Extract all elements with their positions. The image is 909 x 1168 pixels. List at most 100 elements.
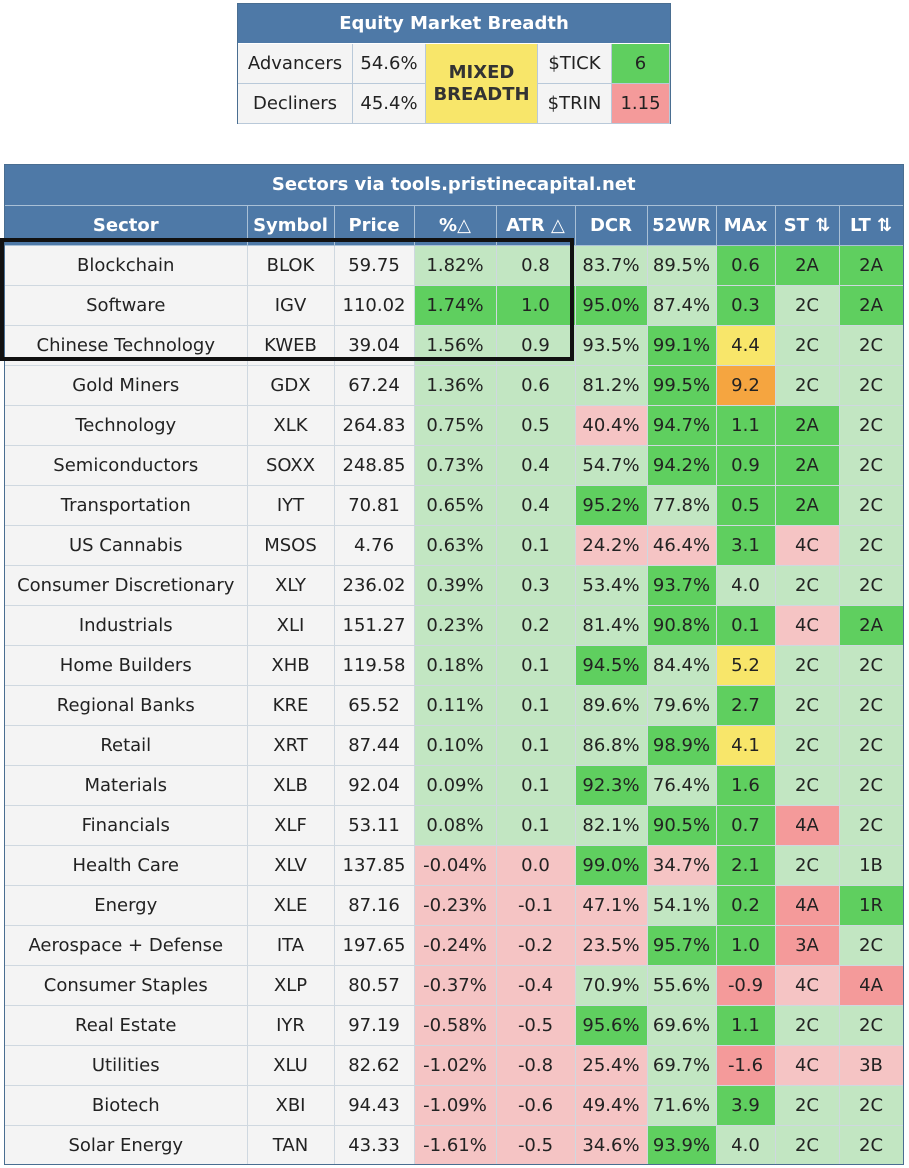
column-header-price[interactable]: Price <box>334 205 415 246</box>
cell-52wr: 89.5% <box>647 245 717 286</box>
cell-price: 87.16 <box>334 885 415 926</box>
column-header-lt[interactable]: LT ⇅ <box>839 205 903 246</box>
cell-atr-change: 0.3 <box>496 565 576 606</box>
cell-dcr: 86.8% <box>575 725 648 766</box>
cell-symbol: BLOK <box>247 245 335 286</box>
cell-symbol: XRT <box>247 725 335 766</box>
cell-52wr: 71.6% <box>647 1085 717 1126</box>
cell-st: 2A <box>775 445 840 486</box>
column-header-st[interactable]: ST ⇅ <box>775 205 840 246</box>
cell-symbol: IYT <box>247 485 335 526</box>
column-header-52wr[interactable]: 52WR <box>647 205 717 246</box>
cell-pct-change: 0.73% <box>414 445 497 486</box>
cell-pct-change: -0.23% <box>414 885 497 926</box>
cell-lt: 2A <box>839 285 903 326</box>
cell-atr-change: -0.1 <box>496 885 576 926</box>
cell-st: 4C <box>775 605 840 646</box>
table-row: Financials XLF 53.11 0.08% 0.1 82.1% 90.5% 0.7 4… <box>5 805 903 846</box>
cell-52wr: 34.7% <box>647 845 717 886</box>
column-header-symbol[interactable]: Symbol <box>247 205 335 246</box>
cell-lt: 2C <box>839 405 903 446</box>
cell-sector: Consumer Discretionary <box>5 565 248 606</box>
column-header-pct-change[interactable]: %△ <box>414 205 497 246</box>
cell-atr-change: -0.6 <box>496 1085 576 1126</box>
cell-sector: Energy <box>5 885 248 926</box>
cell-st: 4C <box>775 1045 840 1086</box>
cell-52wr: 46.4% <box>647 525 717 566</box>
cell-dcr: 95.2% <box>575 485 648 526</box>
cell-sector: Blockchain <box>5 245 248 286</box>
sectors-table: Sectors via tools.pristinecapital.net Se… <box>5 165 903 1164</box>
cell-max: 9.2 <box>716 365 776 406</box>
cell-max: 2.7 <box>716 685 776 726</box>
cell-pct-change: 0.23% <box>414 605 497 646</box>
cell-dcr: 99.0% <box>575 845 648 886</box>
cell-st: 2C <box>775 1125 840 1164</box>
cell-sector: Biotech <box>5 1085 248 1126</box>
column-header-sector[interactable]: Sector <box>5 205 248 246</box>
column-header-atr-change[interactable]: ATR △ <box>496 205 576 246</box>
table-row: Transportation IYT 70.81 0.65% 0.4 95.2% 77.8%… <box>5 485 903 526</box>
cell-symbol: IYR <box>247 1005 335 1046</box>
cell-lt: 2C <box>839 685 903 726</box>
cell-symbol: XLV <box>247 845 335 886</box>
cell-pct-change: -1.02% <box>414 1045 497 1086</box>
breadth-title: Equity Market Breadth <box>238 4 670 43</box>
cell-pct-change: 0.11% <box>414 685 497 726</box>
cell-max: 1.6 <box>716 765 776 806</box>
cell-st: 4C <box>775 965 840 1006</box>
cell-st: 3A <box>775 925 840 966</box>
cell-st: 2C <box>775 725 840 766</box>
cell-lt: 2C <box>839 485 903 526</box>
cell-atr-change: 0.1 <box>496 685 576 726</box>
cell-pct-change: -0.04% <box>414 845 497 886</box>
cell-dcr: 95.0% <box>575 285 648 326</box>
cell-atr-change: 0.8 <box>496 245 576 286</box>
cell-52wr: 98.9% <box>647 725 717 766</box>
cell-52wr: 94.7% <box>647 405 717 446</box>
cell-lt: 2C <box>839 765 903 806</box>
table-row: Materials XLB 92.04 0.09% 0.1 92.3% 76.4% 1.6 2C… <box>5 765 903 806</box>
cell-dcr: 49.4% <box>575 1085 648 1126</box>
cell-atr-change: 0.1 <box>496 765 576 806</box>
cell-sector: Consumer Staples <box>5 965 248 1006</box>
cell-st: 2C <box>775 1005 840 1046</box>
equity-market-breadth-panel: Equity Market Breadth Advancers 54.6% De… <box>237 3 671 124</box>
cell-max: 0.1 <box>716 605 776 646</box>
cell-pct-change: -0.24% <box>414 925 497 966</box>
cell-st: 2C <box>775 685 840 726</box>
cell-lt: 1R <box>839 885 903 926</box>
cell-dcr: 23.5% <box>575 925 648 966</box>
cell-dcr: 34.6% <box>575 1125 648 1164</box>
cell-symbol: XLU <box>247 1045 335 1086</box>
cell-st: 2A <box>775 485 840 526</box>
column-header-dcr[interactable]: DCR <box>575 205 648 246</box>
cell-52wr: 95.7% <box>647 925 717 966</box>
cell-dcr: 47.1% <box>575 885 648 926</box>
cell-atr-change: 0.0 <box>496 845 576 886</box>
table-row: Solar Energy TAN 43.33 -1.61% -0.5 34.6% 93.9%… <box>5 1125 903 1164</box>
cell-price: 92.04 <box>334 765 415 806</box>
cell-st: 4C <box>775 525 840 566</box>
table-row: Energy XLE 87.16 -0.23% -0.1 47.1% 54.1% 0.2 4A 1… <box>5 885 903 926</box>
cell-52wr: 77.8% <box>647 485 717 526</box>
cell-price: 236.02 <box>334 565 415 606</box>
cell-52wr: 99.5% <box>647 365 717 406</box>
cell-lt: 2C <box>839 925 903 966</box>
cell-price: 59.75 <box>334 245 415 286</box>
sectors-caption: Sectors via tools.pristinecapital.net <box>5 165 903 206</box>
advancers-value: 54.6% <box>353 44 426 84</box>
column-header-max[interactable]: MAx <box>716 205 776 246</box>
cell-52wr: 55.6% <box>647 965 717 1006</box>
cell-max: 3.1 <box>716 525 776 566</box>
cell-sector: Solar Energy <box>5 1125 248 1164</box>
cell-pct-change: 0.65% <box>414 485 497 526</box>
cell-pct-change: 1.74% <box>414 285 497 326</box>
cell-price: 97.19 <box>334 1005 415 1046</box>
cell-lt: 2C <box>839 525 903 566</box>
tick-value: 6 <box>612 44 670 84</box>
cell-st: 2C <box>775 325 840 366</box>
cell-dcr: 89.6% <box>575 685 648 726</box>
cell-sector: Transportation <box>5 485 248 526</box>
cell-st: 2C <box>775 565 840 606</box>
